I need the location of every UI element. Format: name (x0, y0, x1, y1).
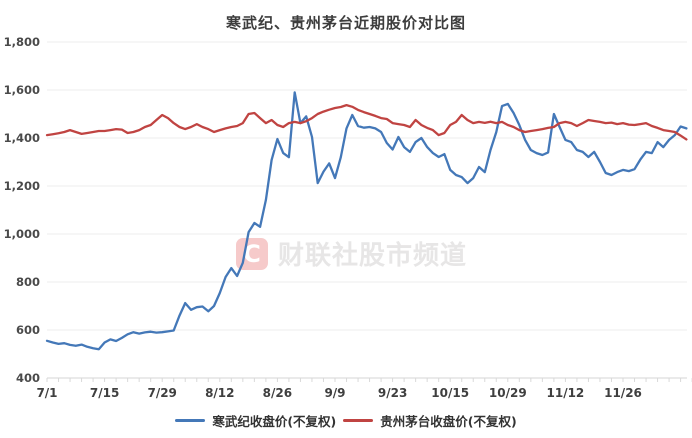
x-axis-label: 9/9 (324, 386, 345, 400)
x-axis-label: 9/23 (378, 386, 407, 400)
moutai-price-line (45, 103, 688, 141)
legend-swatch-cambricon (175, 419, 206, 422)
watermark: C 财联社股市频道 (236, 235, 467, 272)
x-axis-label: 11/26 (604, 386, 642, 400)
y-axis-label: 1,200 (4, 179, 40, 193)
legend-swatch-moutai (343, 419, 374, 422)
x-axis-label: 7/29 (147, 386, 176, 400)
x-axis-label: 7/1 (36, 386, 57, 400)
y-axis-label: 800 (16, 275, 40, 289)
chart-title: 寒武纪、贵州茅台近期股价对比图 (225, 14, 466, 32)
watermark-text: 财联社股市频道 (278, 241, 468, 271)
x-axis-label: 10/29 (489, 386, 527, 400)
cailianshe-logo-icon: C (236, 237, 268, 270)
cambricon-price-line (45, 91, 688, 351)
y-axis-label: 1,600 (4, 83, 40, 97)
x-axis-label: 8/12 (205, 386, 234, 400)
y-axis-label: 1,400 (4, 131, 40, 145)
legend-label-moutai: 贵州茅台收盘价(不复权) (380, 414, 517, 429)
legend-label-cambricon: 寒武纪收盘价(不复权) (212, 414, 337, 429)
y-axis-label: 1,000 (4, 227, 40, 241)
y-axis-label: 400 (16, 371, 40, 385)
y-axis-label: 1,800 (4, 35, 40, 49)
legend: 寒武纪收盘价(不复权) 贵州茅台收盘价(不复权) (0, 411, 692, 430)
x-axis-label: 7/15 (90, 386, 119, 400)
x-axis-label: 11/12 (547, 386, 585, 400)
y-axis-label: 600 (16, 323, 40, 337)
x-axis-label: 8/26 (263, 386, 292, 400)
x-axis-label: 10/15 (431, 386, 469, 400)
